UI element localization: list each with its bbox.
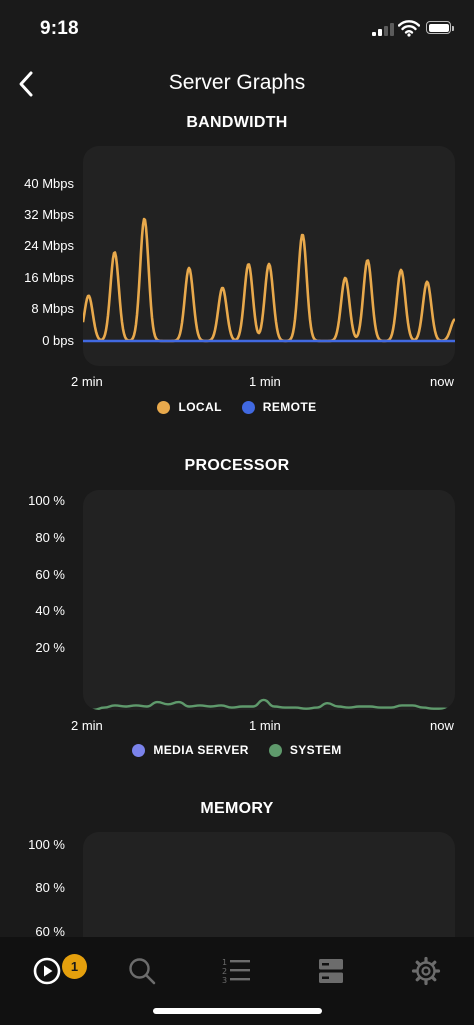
bandwidth-x-tick-1min: 1 min [249,374,281,389]
header: Server Graphs [0,60,474,108]
legend-label-remote: REMOTE [262,400,317,414]
gear-icon [411,956,441,986]
bandwidth-legend: LOCAL REMOTE [0,400,474,414]
processor-y-tick-80: 80 % [35,530,65,545]
memory-y-tick-80: 80 % [35,880,65,895]
chevron-left-icon [19,71,33,97]
bandwidth-y-tick-8: 8 Mbps [31,301,74,316]
processor-x-tick-now: now [430,718,454,733]
bandwidth-chart [83,146,455,366]
processor-y-tick-20: 20 % [35,640,65,655]
processor-x-tick-1min: 1 min [249,718,281,733]
local-series-line [83,217,455,343]
svg-text:3: 3 [222,976,227,985]
nav-settings[interactable] [406,951,446,991]
legend-item-local[interactable]: LOCAL [157,400,221,414]
legend-item-remote[interactable]: REMOTE [241,400,317,414]
bandwidth-x-tick-now: now [430,374,454,389]
processor-y-tick-100: 100 % [28,493,65,508]
legend-item-media-server[interactable]: MEDIA SERVER [132,743,249,757]
page-title: Server Graphs [168,71,306,94]
nav-now-playing[interactable] [27,951,67,991]
bandwidth-chart-svg [83,217,455,343]
bandwidth-y-tick-24: 24 Mbps [24,238,74,253]
play-icon [33,957,61,985]
processor-y-tick-40: 40 % [35,603,65,618]
legend-dot-system [268,743,282,757]
nav-library[interactable]: 1 2 3 [216,951,256,991]
bandwidth-y-tick-16: 16 Mbps [24,270,74,285]
svg-text:1: 1 [222,958,227,967]
processor-chart [83,490,455,710]
memory-title: MEMORY [200,800,274,817]
server-icon [319,959,343,983]
bandwidth-y-tick-32: 32 Mbps [24,207,74,222]
bandwidth-y-tick-40: 40 Mbps [24,176,74,191]
battery-icon [426,21,454,34]
processor-legend: MEDIA SERVER SYSTEM [0,743,474,757]
status-bar: 9:18 [0,0,474,56]
list-icon: 1 2 3 [222,958,250,985]
legend-dot-remote [241,400,255,414]
processor-chart-svg [83,698,455,710]
system-series-line [83,698,455,710]
search-icon [129,958,156,985]
nav-servers[interactable] [311,951,351,991]
svg-text:2: 2 [222,967,227,976]
bandwidth-title: BANDWIDTH [186,114,288,131]
legend-label-media-server: MEDIA SERVER [153,743,249,757]
now-playing-badge: 1 [62,954,87,979]
cellular-signal-icon [372,22,394,36]
legend-label-local: LOCAL [178,400,222,414]
nav-search[interactable] [122,951,162,991]
back-button[interactable] [6,64,46,104]
home-indicator [153,1008,322,1014]
legend-label-system: SYSTEM [289,743,342,757]
legend-dot-media-server [132,743,146,757]
bandwidth-x-tick-2min: 2 min [71,374,103,389]
legend-dot-local [157,400,171,414]
processor-title: PROCESSOR [184,457,290,474]
memory-y-tick-100: 100 % [28,837,65,852]
processor-y-tick-60: 60 % [35,567,65,582]
processor-x-tick-2min: 2 min [71,718,103,733]
memory-y-tick-60: 60 % [35,924,65,939]
legend-item-system[interactable]: SYSTEM [268,743,342,757]
bandwidth-y-tick-0: 0 bps [42,333,74,348]
wifi-icon [398,20,420,37]
status-time: 9:18 [40,18,79,39]
